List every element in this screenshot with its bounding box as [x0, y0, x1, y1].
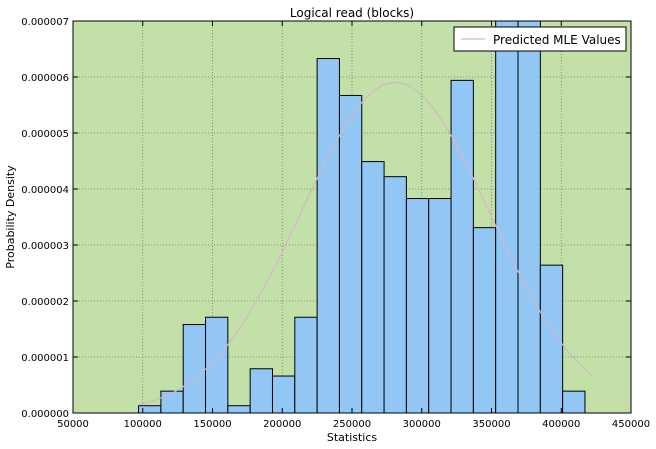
- histogram-bar: [405, 198, 430, 414]
- y-axis-label: Probability Density: [4, 165, 17, 269]
- legend-box: [453, 26, 627, 52]
- histogram-bar: [539, 264, 564, 414]
- histogram-bar: [383, 176, 407, 414]
- x-tick-label: 250000: [333, 419, 371, 430]
- y-tick-label: 0.000007: [21, 17, 69, 28]
- x-axis-label: Statistics: [327, 431, 378, 444]
- histogram-bar: [450, 79, 474, 414]
- histogram-bar: [205, 316, 229, 414]
- x-tick-label: 150000: [193, 419, 231, 430]
- chart-title: Logical read (blocks): [290, 6, 414, 20]
- y-tick-label: 0.000001: [21, 353, 69, 364]
- y-axis-ticks: 0.000000 0.000001 0.000002 0.000003 0.000004…: [21, 17, 631, 420]
- histogram-bar: [227, 405, 251, 414]
- legend: Predicted MLE Values: [453, 26, 627, 52]
- y-tick-label: 0.000000: [21, 409, 69, 420]
- x-tick-label: 50000: [57, 419, 89, 430]
- legend-entry-label: Predicted MLE Values: [493, 33, 621, 47]
- x-axis-ticks: 50000 100000 150000 200000 250000 300000 35000…: [57, 21, 650, 430]
- histogram-bar: [562, 390, 586, 414]
- histogram-bar: [182, 324, 207, 414]
- y-tick-label: 0.000002: [21, 297, 69, 308]
- x-tick-label: 450000: [612, 419, 650, 430]
- histogram-bar: [495, 20, 519, 414]
- histogram-bar: [160, 390, 184, 414]
- x-tick-label: 200000: [263, 419, 301, 430]
- histogram-bars: [138, 20, 586, 414]
- histogram-bar: [428, 198, 452, 414]
- x-tick-label: 300000: [403, 419, 441, 430]
- histogram-bar: [517, 20, 541, 414]
- y-tick-label: 0.000006: [21, 73, 69, 84]
- x-tick-label: 350000: [472, 419, 510, 430]
- mle-curve-line: [138, 81, 593, 406]
- x-tick-label: 400000: [542, 419, 580, 430]
- histogram-bar: [294, 316, 318, 414]
- histogram-bar: [271, 375, 296, 414]
- y-tick-label: 0.000005: [21, 129, 69, 140]
- histogram-bar: [138, 405, 162, 414]
- x-tick-label: 100000: [124, 419, 162, 430]
- histogram-bar: [338, 94, 363, 414]
- y-tick-label: 0.000004: [21, 185, 69, 196]
- histogram-bar: [472, 227, 497, 414]
- histogram-bar: [249, 368, 273, 414]
- y-tick-label: 0.000003: [21, 241, 69, 252]
- histogram-bar: [316, 58, 340, 414]
- histogram-bar: [361, 161, 385, 414]
